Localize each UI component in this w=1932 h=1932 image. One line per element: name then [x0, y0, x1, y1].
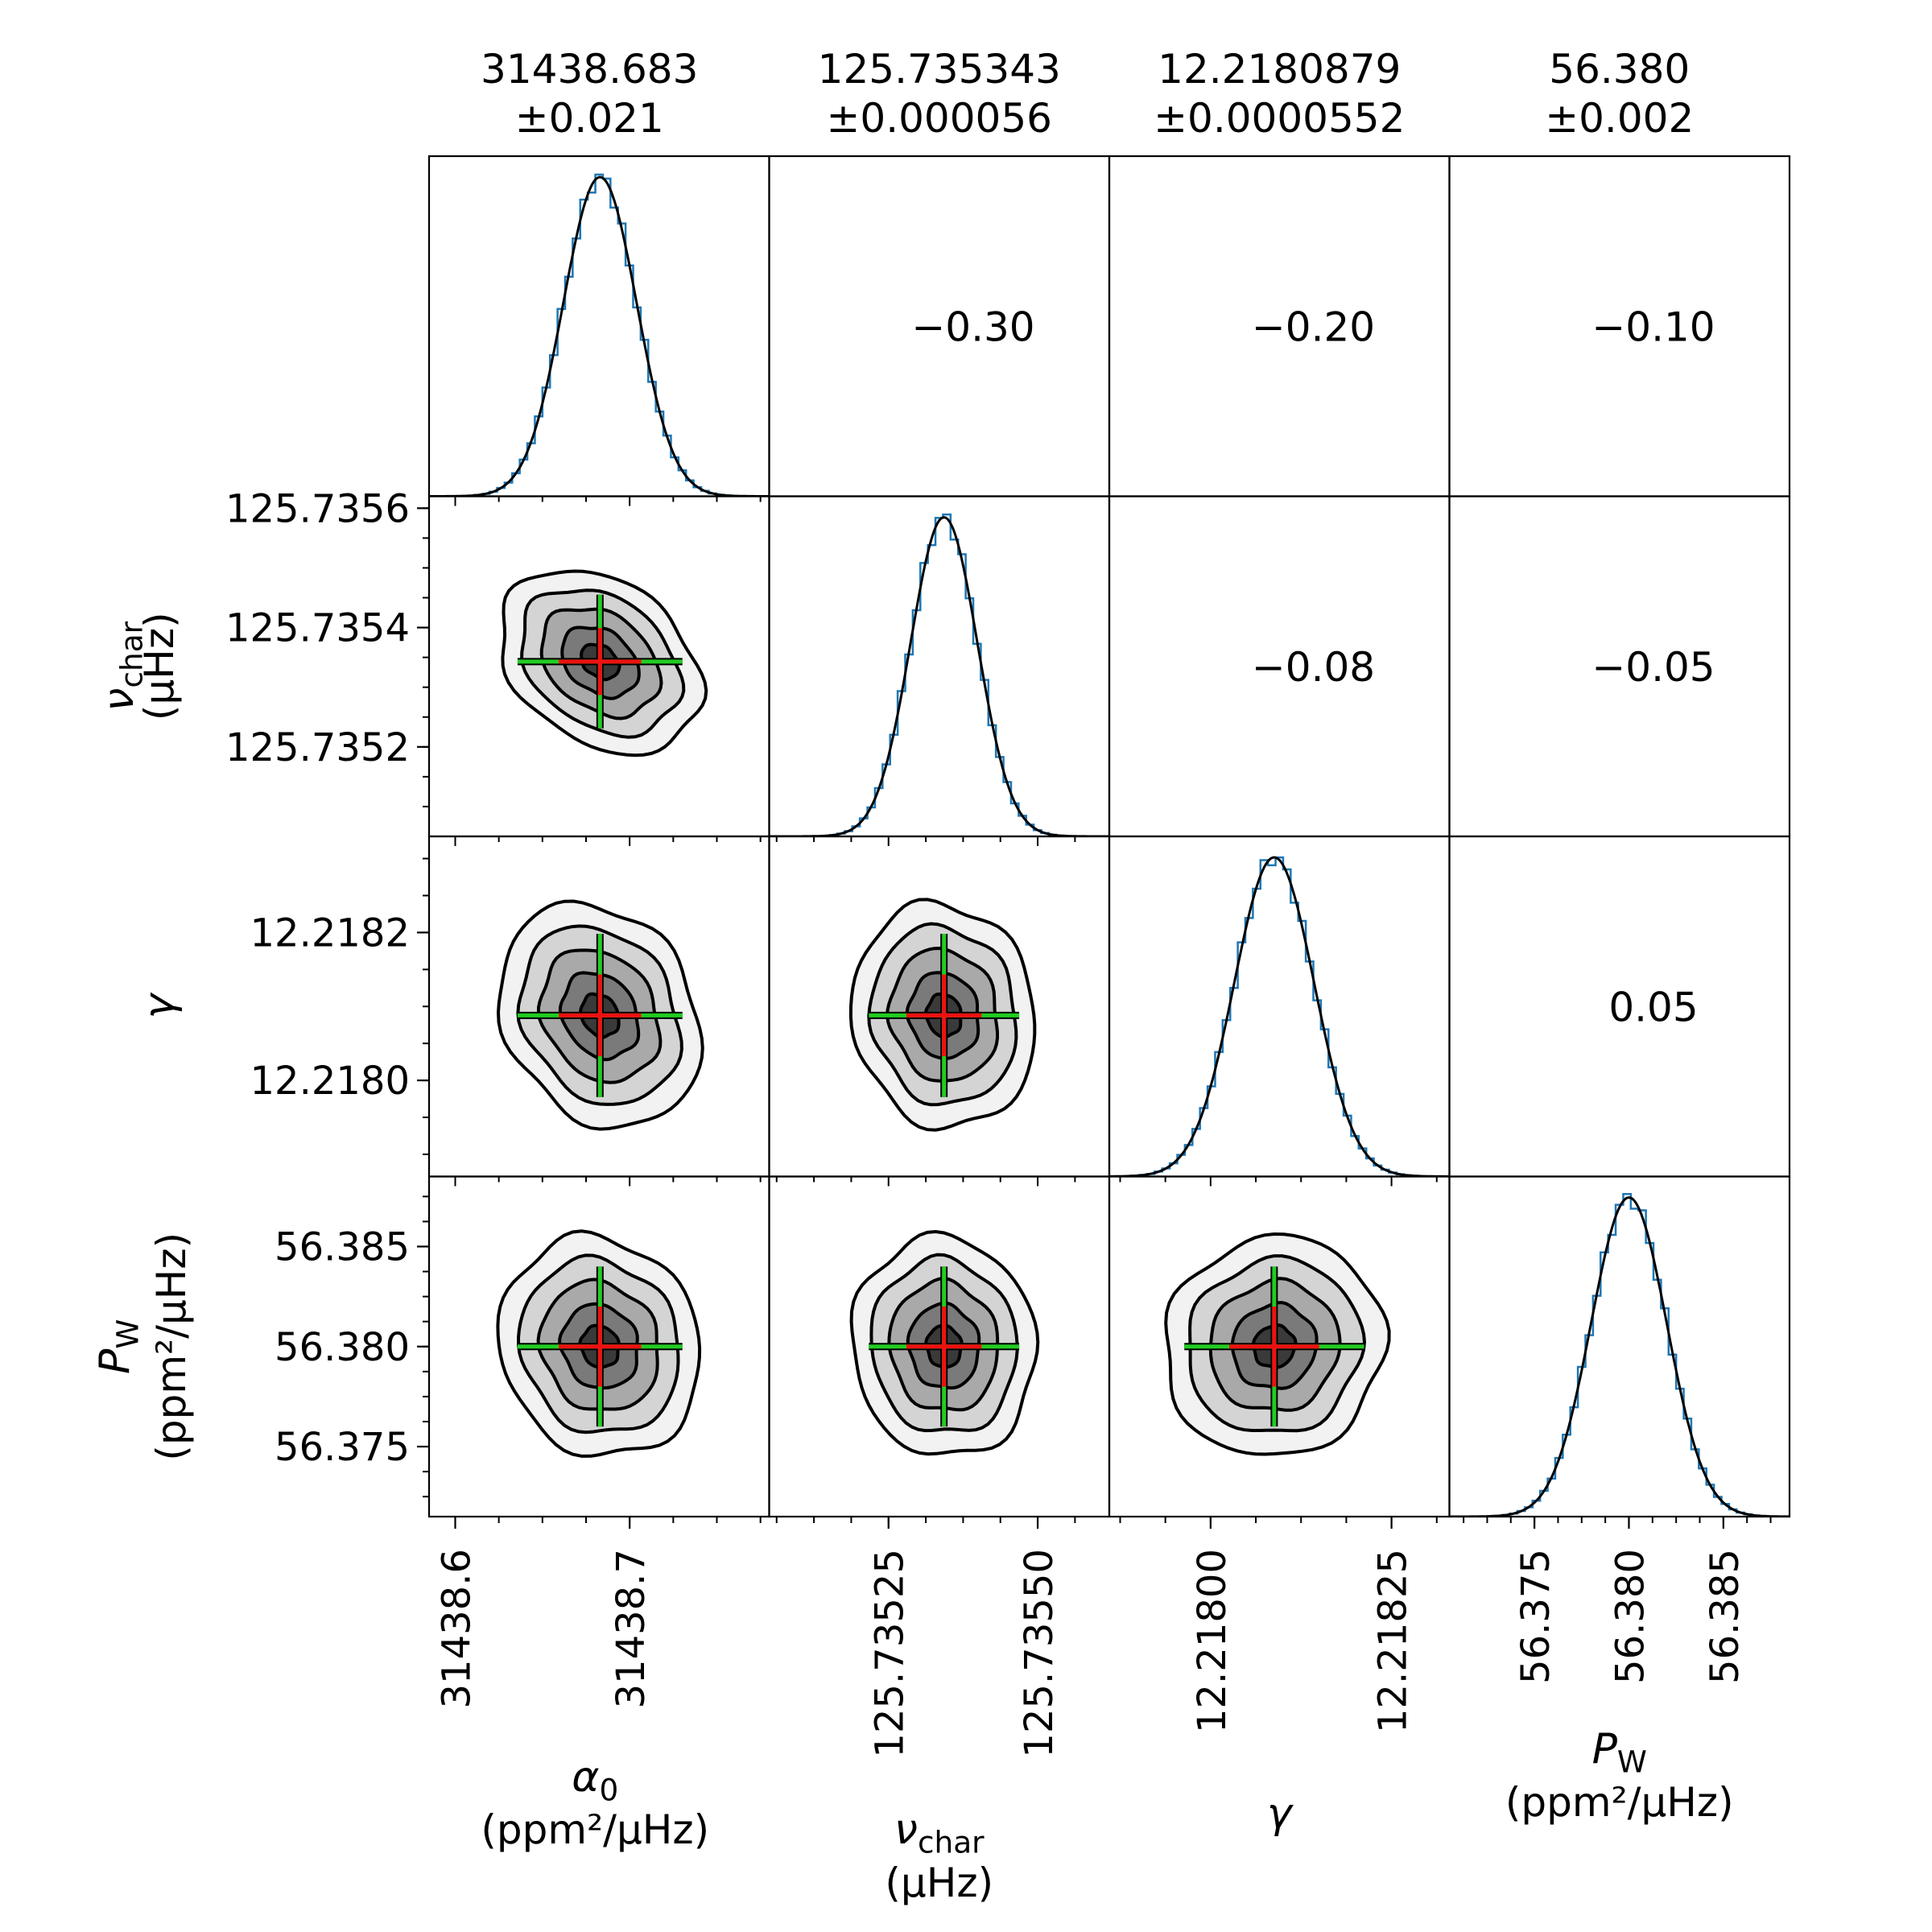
y-tick-label: 125.7356 [225, 486, 410, 531]
kde-curve-P_W [1449, 1196, 1790, 1517]
x-tick-label: 12.21825 [1371, 1549, 1416, 1733]
y-tick-label: 125.7352 [225, 725, 410, 770]
contour-panel-gamma-P_W [1164, 1232, 1391, 1456]
axis-subscript: 0 [599, 1772, 618, 1807]
x-axis-label: γ [1267, 1790, 1294, 1838]
y-tick-label: 12.2182 [250, 910, 411, 956]
diag-panel-P_W [1449, 1192, 1790, 1517]
x-axis-nu_char: 125.73525 125.73550 [775, 1517, 1076, 1758]
correlation-value: −0.10 [1591, 303, 1715, 350]
x-axis-label: PW [1592, 1725, 1647, 1779]
axis-subscript: char [114, 621, 149, 687]
column-title-error: ±0.0000552 [1154, 95, 1405, 142]
y-axis-label: γ [135, 992, 184, 1019]
contour-panel-alpha0-P_W [496, 1229, 702, 1458]
x-axis-P_W: 56.375 56.380 56.385 [1463, 1517, 1772, 1684]
panel-frame [1448, 1175, 1791, 1518]
histogram-nu_char [769, 513, 1109, 836]
panel-frame [768, 495, 1111, 838]
correlation-value: 0.05 [1608, 984, 1698, 1030]
diag-panel-gamma [1109, 856, 1450, 1177]
y-tick-label: 56.375 [275, 1425, 410, 1470]
y-tick-label: 56.380 [275, 1325, 410, 1370]
column-title-value: 56.380 [1549, 46, 1690, 93]
column-title-value: 12.2180879 [1158, 46, 1401, 93]
axis-symbol: α [572, 1753, 599, 1802]
axis-symbol: P [1592, 1725, 1618, 1773]
axis-symbol: ν [894, 1806, 918, 1854]
x-tick-label: 56.385 [1703, 1549, 1748, 1684]
column-title-value: 125.735343 [818, 46, 1061, 93]
column-title-error: ±0.000056 [827, 95, 1052, 142]
x-axis-alpha0: 31438.6 31438.7 [435, 1517, 762, 1709]
diag-panel-alpha0 [429, 173, 770, 497]
x-axis-unit: (ppm²/µHz) [1505, 1779, 1734, 1826]
axis-subscript: W [109, 1319, 145, 1349]
panel-frame [427, 155, 770, 497]
x-axis-label: α0 [572, 1753, 618, 1807]
x-tick-label: 56.375 [1513, 1549, 1558, 1684]
axis-symbol: P [91, 1348, 139, 1374]
panel-frame [1108, 835, 1451, 1178]
histogram-alpha0 [429, 173, 770, 497]
axis-subscript: char [918, 1824, 985, 1860]
y-tick-label: 56.385 [275, 1224, 410, 1269]
column-title-value: 31438.683 [481, 46, 698, 93]
contour-panel-alpha0-nu_char [501, 569, 708, 758]
x-axis-unit: (ppm²/µHz) [481, 1806, 709, 1853]
kde-curve-gamma [1109, 856, 1450, 1177]
kde-curve-nu_char [769, 516, 1109, 836]
y-axis-P_W: 56.375 56.380 56.385 [275, 1195, 429, 1498]
x-tick-label: 125.73525 [868, 1549, 913, 1758]
y-axis-label: νchar [95, 621, 149, 711]
y-axis-unit: (ppm²/µHz) [148, 1232, 195, 1461]
column-title-error: ±0.021 [515, 95, 664, 142]
x-tick-label: 56.380 [1608, 1549, 1653, 1684]
x-tick-label: 31438.6 [435, 1549, 480, 1709]
correlation-value: −0.08 [1252, 644, 1375, 691]
histogram-gamma [1109, 856, 1450, 1177]
correlation-value: −0.20 [1252, 303, 1375, 350]
y-axis-label: PW [91, 1319, 145, 1374]
axis-symbol: γ [1267, 1790, 1294, 1838]
x-axis-label: νchar [894, 1806, 985, 1860]
contour-panel-nu_char-P_W [849, 1229, 1040, 1456]
axis-symbol: γ [135, 992, 184, 1019]
axis-subscript: W [1617, 1744, 1647, 1779]
y-axis-nu_char: 125.7352 125.7354 125.7356 [225, 486, 429, 807]
contour-panel-nu_char-gamma [848, 898, 1037, 1132]
y-axis-unit: (µHz) [136, 612, 183, 720]
correlation-value: −0.30 [911, 303, 1034, 350]
y-tick-label: 125.7354 [225, 606, 410, 651]
kde-curve-alpha0 [429, 175, 770, 497]
axis-symbol: ν [95, 688, 143, 712]
x-tick-label: 125.73550 [1017, 1549, 1062, 1758]
diag-panel-nu_char [769, 513, 1109, 836]
y-axis-gamma: 12.2180 12.2182 [250, 857, 429, 1155]
contour-panel-alpha0-gamma [496, 899, 704, 1131]
x-axis-unit: (µHz) [885, 1860, 993, 1906]
y-tick-label: 12.2180 [250, 1059, 411, 1104]
column-title-error: ±0.002 [1545, 95, 1694, 142]
correlation-value: −0.05 [1591, 644, 1715, 691]
x-axis-gamma: 12.21800 12.21825 [1119, 1517, 1438, 1733]
x-tick-label: 12.21800 [1190, 1549, 1235, 1733]
histogram-P_W [1449, 1192, 1790, 1517]
x-tick-label: 31438.7 [609, 1549, 654, 1709]
